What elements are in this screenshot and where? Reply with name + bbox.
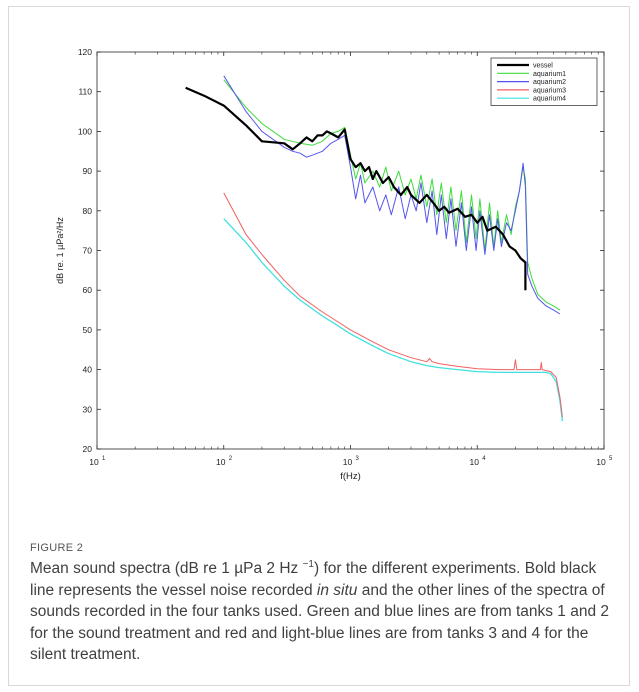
y-tick-label: 110 [78, 87, 92, 97]
y-tick-label: 20 [83, 444, 93, 454]
figure-label: FIGURE 2 [30, 542, 84, 554]
y-tick-label: 120 [78, 47, 92, 57]
x-tick-label: 10 [89, 457, 99, 467]
legend-label: aquarium4 [533, 96, 566, 103]
y-tick-label: 100 [78, 126, 92, 136]
legend-label: aquarium1 [533, 71, 566, 78]
x-tick-exponent: 3 [356, 456, 360, 462]
series-line-aquarium4 [223, 218, 564, 422]
legend-label: aquarium2 [533, 79, 566, 86]
x-axis: 10 1 10 2 10 3 10 4 10 5 [89, 52, 613, 467]
x-tick-label: 10 [596, 457, 606, 467]
caption-text: and the other lines of the spectra of so… [30, 581, 610, 664]
y-tick-label: 60 [83, 285, 93, 295]
x-tick-exponent: 1 [102, 456, 106, 462]
series-line-vessel [185, 86, 527, 291]
x-tick-label: 10 [343, 457, 353, 467]
y-axis-label: dB re. 1 µPa²/Hz [55, 217, 65, 284]
caption-superscript: −1 [302, 558, 314, 570]
legend-label: vessel [533, 63, 553, 70]
x-tick-exponent: 4 [482, 456, 486, 462]
x-axis-label: f(Hz) [340, 471, 361, 482]
y-tick-label: 70 [83, 246, 93, 256]
figure-caption: Mean sound spectra (dB re 1 µPa 2 Hz −1)… [30, 558, 620, 666]
y-tick-label: 50 [83, 325, 93, 335]
plot-area [96, 51, 605, 450]
caption-italic: in situ [316, 581, 358, 599]
y-axis: 20 30 40 50 60 70 80 90 100 110 120 [78, 47, 604, 454]
y-tick-label: 80 [83, 206, 93, 216]
series-line-aquarium3 [223, 192, 563, 418]
y-tick-label: 90 [83, 166, 93, 176]
x-tick-exponent: 2 [229, 456, 233, 462]
y-tick-label: 40 [83, 365, 93, 375]
x-tick-label: 10 [470, 457, 480, 467]
series-layer [185, 75, 564, 422]
caption-text: Mean sound spectra (dB re 1 µPa 2 Hz [30, 560, 303, 577]
y-tick-label: 30 [83, 404, 93, 414]
x-tick-exponent: 5 [609, 456, 613, 462]
caption-text: ) for the different experiments. Bold bl… [30, 560, 597, 599]
x-tick-label: 10 [216, 457, 226, 467]
series-line-aquarium2 [223, 75, 561, 315]
legend-label: aquarium3 [533, 87, 566, 94]
